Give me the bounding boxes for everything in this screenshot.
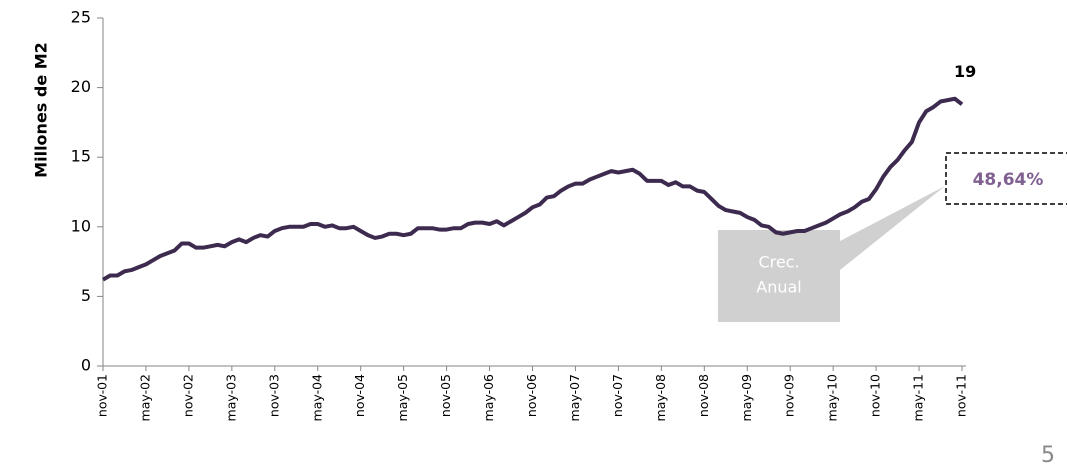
x-tick-label: nov-10: [868, 374, 883, 417]
x-tick-label: nov-07: [610, 374, 625, 417]
callout-text: Crec.: [758, 253, 799, 272]
y-tick-label: 15: [71, 147, 91, 166]
y-tick-label: 20: [71, 77, 91, 96]
callout-box: [718, 230, 840, 322]
x-tick-label: nov-08: [696, 374, 711, 417]
x-tick-label: nov-05: [438, 374, 453, 417]
y-tick-label: 10: [71, 216, 91, 235]
page-number: 5: [1041, 443, 1055, 466]
x-tick-label: may-09: [739, 374, 754, 421]
y-axis-title: Millones de M2: [32, 42, 51, 178]
x-tick-label: may-05: [395, 374, 410, 421]
x-tick-label: may-02: [137, 374, 152, 421]
x-tick-label: nov-01: [95, 374, 110, 417]
x-tick-label: nov-03: [266, 374, 281, 417]
end-label: 19: [954, 62, 976, 81]
callout-value: 48,64%: [973, 170, 1044, 190]
x-tick-label: may-07: [567, 374, 582, 421]
x-tick-label: may-06: [481, 374, 496, 421]
x-tick-label: may-08: [653, 374, 668, 421]
x-tick-label: nov-02: [180, 374, 195, 417]
x-tick-label: nov-11: [954, 374, 969, 417]
x-tick-label: nov-09: [782, 374, 797, 417]
callout-text: Anual: [756, 278, 801, 297]
x-tick-label: nov-06: [524, 374, 539, 417]
y-tick-label: 5: [81, 286, 91, 305]
y-tick-label: 25: [71, 8, 91, 27]
x-tick-label: nov-04: [352, 374, 367, 417]
x-tick-label: may-11: [911, 374, 926, 421]
x-tick-label: may-10: [825, 374, 840, 421]
x-tick-label: may-03: [223, 374, 238, 421]
data-line: [101, 96, 964, 282]
x-tick-label: may-04: [309, 374, 324, 421]
y-tick-label: 0: [81, 356, 91, 375]
